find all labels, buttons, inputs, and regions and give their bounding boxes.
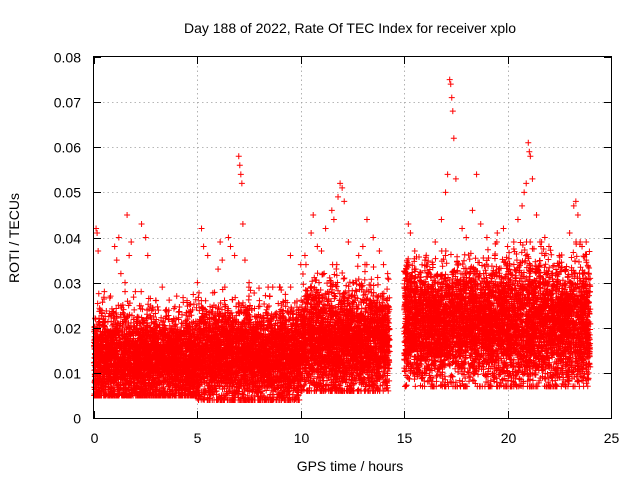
data-point: [190, 291, 197, 298]
data-point: [175, 309, 182, 316]
data-point: [166, 297, 173, 304]
data-point: [180, 294, 187, 301]
data-point: [155, 307, 162, 314]
data-point: [170, 305, 177, 312]
data-point: [122, 288, 129, 295]
data-point: [95, 290, 102, 297]
data-point: [256, 285, 263, 292]
chart-title: Day 188 of 2022, Rate Of TEC Index for r…: [184, 20, 516, 36]
data-point: [138, 302, 145, 309]
data-point: [239, 299, 246, 306]
data-point: [134, 313, 141, 320]
data-points: [91, 76, 594, 403]
data-point: [188, 312, 195, 319]
data-point: [287, 284, 294, 291]
data-point: [196, 289, 203, 296]
data-point: [138, 288, 145, 295]
data-point: [94, 300, 101, 307]
data-point: [99, 299, 106, 306]
data-point: [144, 311, 151, 318]
data-point: [92, 315, 99, 322]
data-point: [130, 294, 137, 301]
data-point: [176, 308, 183, 315]
data-point: [131, 306, 138, 313]
